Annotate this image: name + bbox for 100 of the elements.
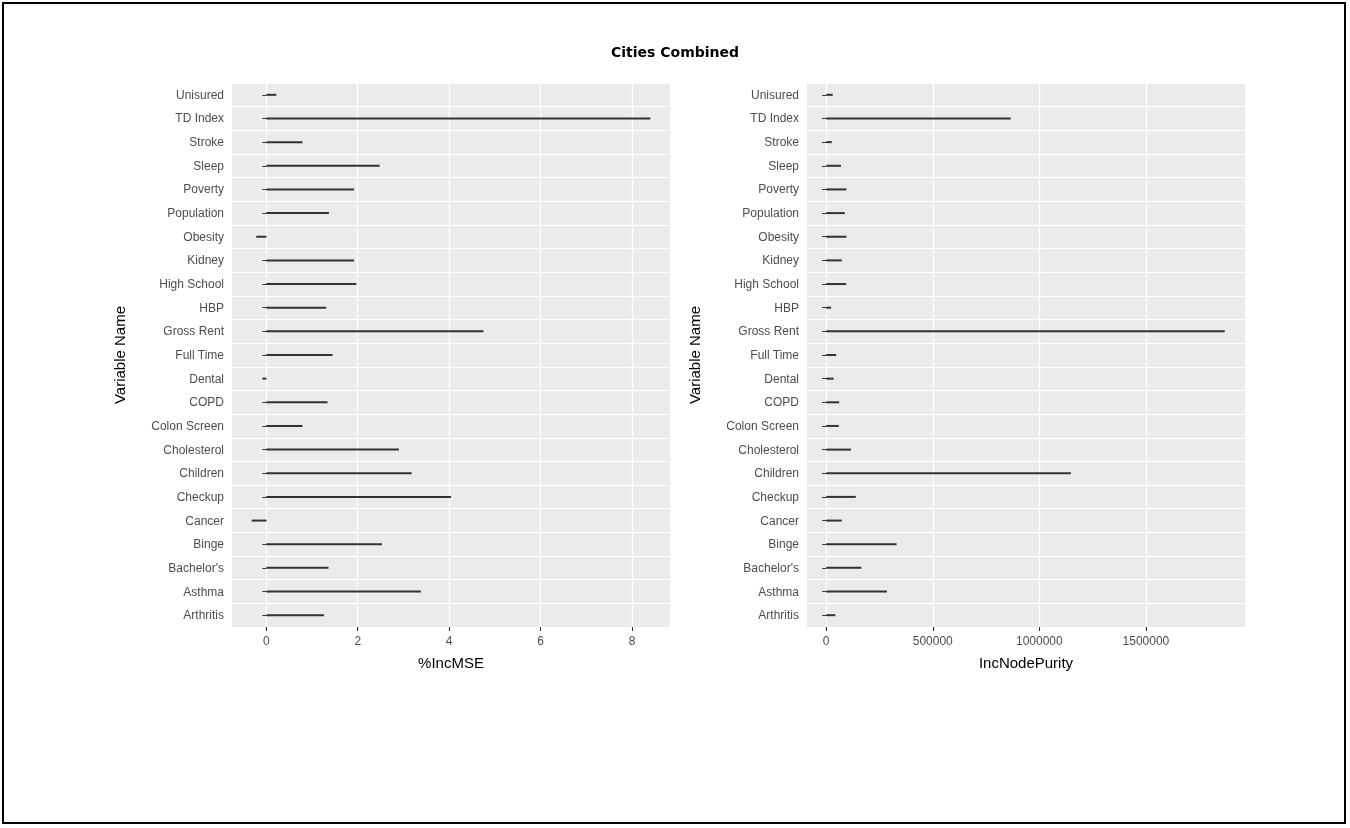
bar — [826, 235, 847, 238]
bar — [826, 401, 840, 404]
y-tick-label: Checkup — [751, 489, 800, 504]
bar — [251, 519, 267, 522]
bar — [266, 614, 324, 617]
y-tick-label: Cancer — [760, 513, 799, 528]
y-tick-label: Gross Rent — [738, 324, 800, 339]
y-tick-label: Arthritis — [758, 608, 799, 623]
bar — [826, 283, 847, 286]
bar — [266, 212, 329, 215]
bar — [266, 283, 357, 286]
bar — [826, 141, 832, 144]
y-tick-label: TD Index — [750, 111, 799, 126]
y-tick-label: Cholesterol — [738, 442, 799, 457]
y-tick-label: Obesity — [183, 229, 224, 244]
y-tick-label: Sleep — [193, 158, 225, 173]
x-tick-label: 0 — [262, 634, 270, 648]
bar — [826, 543, 897, 546]
bar — [826, 117, 1011, 120]
y-axis-title: Variable Name — [111, 305, 128, 405]
bar — [826, 448, 851, 451]
y-tick-label: Stroke — [189, 135, 225, 150]
y-tick-label: Asthma — [758, 584, 800, 599]
y-tick-label: High School — [159, 277, 224, 292]
y-tick-label: Checkup — [176, 489, 225, 504]
x-tick-label: 4 — [445, 634, 453, 648]
bar — [826, 590, 887, 593]
y-tick-label: Unisured — [175, 87, 224, 102]
bar — [826, 330, 1225, 333]
y-tick-label: Colon Screen — [726, 418, 799, 433]
y-tick-label: Bachelor's — [168, 560, 224, 575]
bar — [266, 472, 412, 475]
bar — [826, 614, 836, 617]
x-axis-title: IncNodePurity — [978, 654, 1074, 671]
y-tick-label: Binge — [768, 537, 800, 552]
y-tick-label: Kidney — [762, 253, 799, 268]
x-tick-label: 500000 — [912, 634, 954, 648]
y-tick-label: Binge — [193, 537, 225, 552]
y-tick-label: Stroke — [764, 135, 800, 150]
x-tick-label: 1500000 — [1122, 634, 1170, 648]
y-tick-label: Cancer — [185, 513, 224, 528]
y-tick-label: Dental — [764, 371, 799, 386]
bar — [266, 188, 355, 191]
y-axis-title: Variable Name — [686, 305, 703, 405]
y-tick-label: Children — [754, 466, 799, 481]
x-tick-label: 2 — [354, 634, 362, 648]
bar — [256, 235, 267, 238]
bar — [266, 401, 328, 404]
y-tick-label: Kidney — [187, 253, 224, 268]
bar — [266, 566, 329, 569]
bar — [266, 495, 451, 498]
bar — [826, 354, 837, 356]
bar — [266, 259, 355, 262]
bar — [826, 566, 862, 569]
y-tick-label: HBP — [774, 300, 799, 315]
y-tick-label: Unisured — [750, 87, 799, 102]
bar — [826, 212, 845, 215]
bar — [266, 590, 421, 593]
bar — [266, 543, 382, 546]
bar — [266, 424, 303, 427]
y-tick-label: Poverty — [183, 182, 224, 197]
y-tick-label: Asthma — [183, 584, 225, 599]
y-tick-label: Full Time — [750, 348, 800, 362]
bar — [826, 472, 1071, 475]
bar — [826, 424, 839, 427]
bar — [266, 164, 380, 167]
bar — [826, 306, 832, 309]
x-tick-label: 0 — [822, 634, 830, 648]
bar — [266, 117, 651, 120]
bar — [826, 495, 856, 498]
bar — [266, 93, 277, 96]
bar — [826, 164, 841, 167]
x-axis-title: %IncMSE — [418, 654, 484, 671]
y-tick-label: Poverty — [758, 182, 799, 197]
y-tick-label: COPD — [189, 395, 225, 410]
y-tick-label: TD Index — [175, 111, 224, 126]
x-tick-label: 8 — [628, 634, 636, 648]
y-tick-label: Dental — [189, 371, 224, 386]
y-tick-label: Cholesterol — [163, 442, 224, 457]
bar — [826, 519, 842, 522]
y-tick-label: Population — [167, 206, 224, 221]
y-tick-label: Arthritis — [183, 608, 224, 623]
x-tick-label: 6 — [537, 634, 545, 648]
bar — [266, 448, 399, 451]
bar — [266, 330, 484, 333]
y-tick-label: Sleep — [768, 158, 800, 173]
y-tick-label: Obesity — [758, 229, 799, 244]
bar — [826, 93, 833, 96]
y-tick-label: Children — [179, 466, 224, 481]
bar — [266, 306, 327, 309]
y-tick-label: HBP — [199, 300, 224, 315]
y-tick-label: Full Time — [175, 348, 225, 362]
bar — [826, 188, 847, 191]
bar — [266, 141, 303, 144]
y-tick-label: Bachelor's — [743, 560, 799, 575]
y-tick-label: Gross Rent — [163, 324, 225, 339]
chart-title: Cities Combined — [609, 44, 741, 60]
y-tick-label: Colon Screen — [151, 418, 224, 433]
bar — [826, 377, 834, 380]
y-tick-label: Population — [742, 206, 799, 221]
